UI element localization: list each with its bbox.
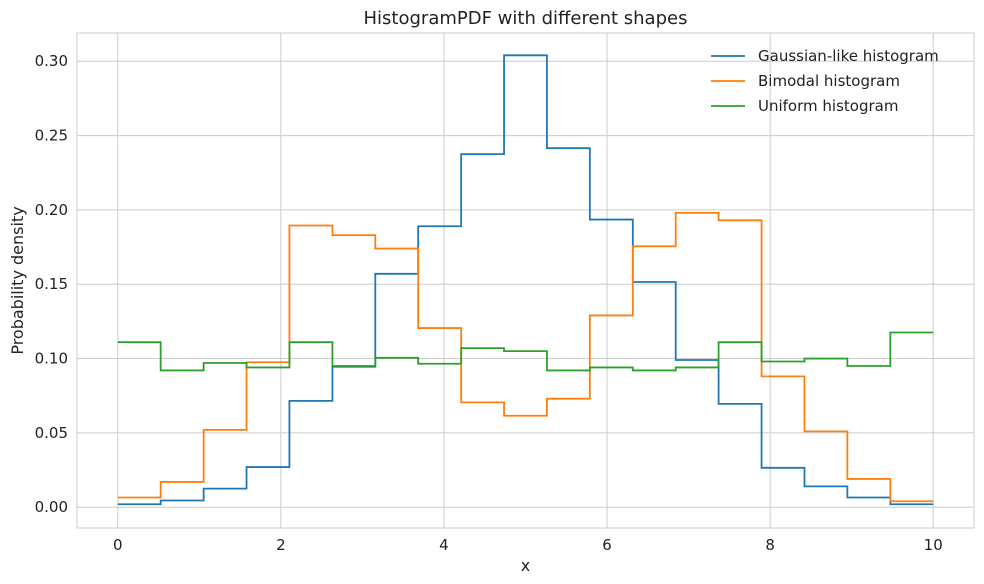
- x-tick-label: 6: [602, 536, 612, 554]
- series-line-2: [117, 211, 934, 503]
- y-tick-label: 0.15: [35, 275, 68, 293]
- x-tick-label: 8: [765, 536, 775, 554]
- chart-title: HistogramPDF with different shapes: [364, 8, 688, 29]
- x-axis-label: x: [521, 556, 530, 575]
- legend: Gaussian-like histogram Bimodal histogram…: [711, 47, 939, 115]
- y-tick-label: 0.25: [35, 127, 68, 145]
- y-tick-labels: 0.00 0.05 0.10 0.15 0.20 0.25 0.30: [35, 52, 68, 516]
- legend-label-3: Uniform histogram: [758, 97, 898, 115]
- legend-label-1: Gaussian-like histogram: [758, 47, 939, 65]
- x-tick-labels: 0 2 4 6 8 10: [113, 536, 943, 554]
- x-tick-label: 2: [276, 536, 286, 554]
- y-tick-label: 0.30: [35, 52, 68, 70]
- plot-frame: [76, 32, 975, 529]
- x-tick-label: 0: [113, 536, 123, 554]
- grid: [77, 33, 974, 528]
- series-group: [117, 54, 934, 506]
- y-tick-label: 0.05: [35, 424, 68, 442]
- x-tick-label: 4: [439, 536, 449, 554]
- y-axis-label: Probability density: [8, 206, 27, 354]
- y-tick-label: 0.00: [35, 498, 68, 516]
- x-tick-label: 10: [924, 536, 943, 554]
- series-line-1: [117, 54, 934, 506]
- y-tick-label: 0.10: [35, 350, 68, 368]
- legend-label-2: Bimodal histogram: [758, 72, 900, 90]
- series-line-3: [117, 331, 934, 372]
- y-tick-label: 0.20: [35, 201, 68, 219]
